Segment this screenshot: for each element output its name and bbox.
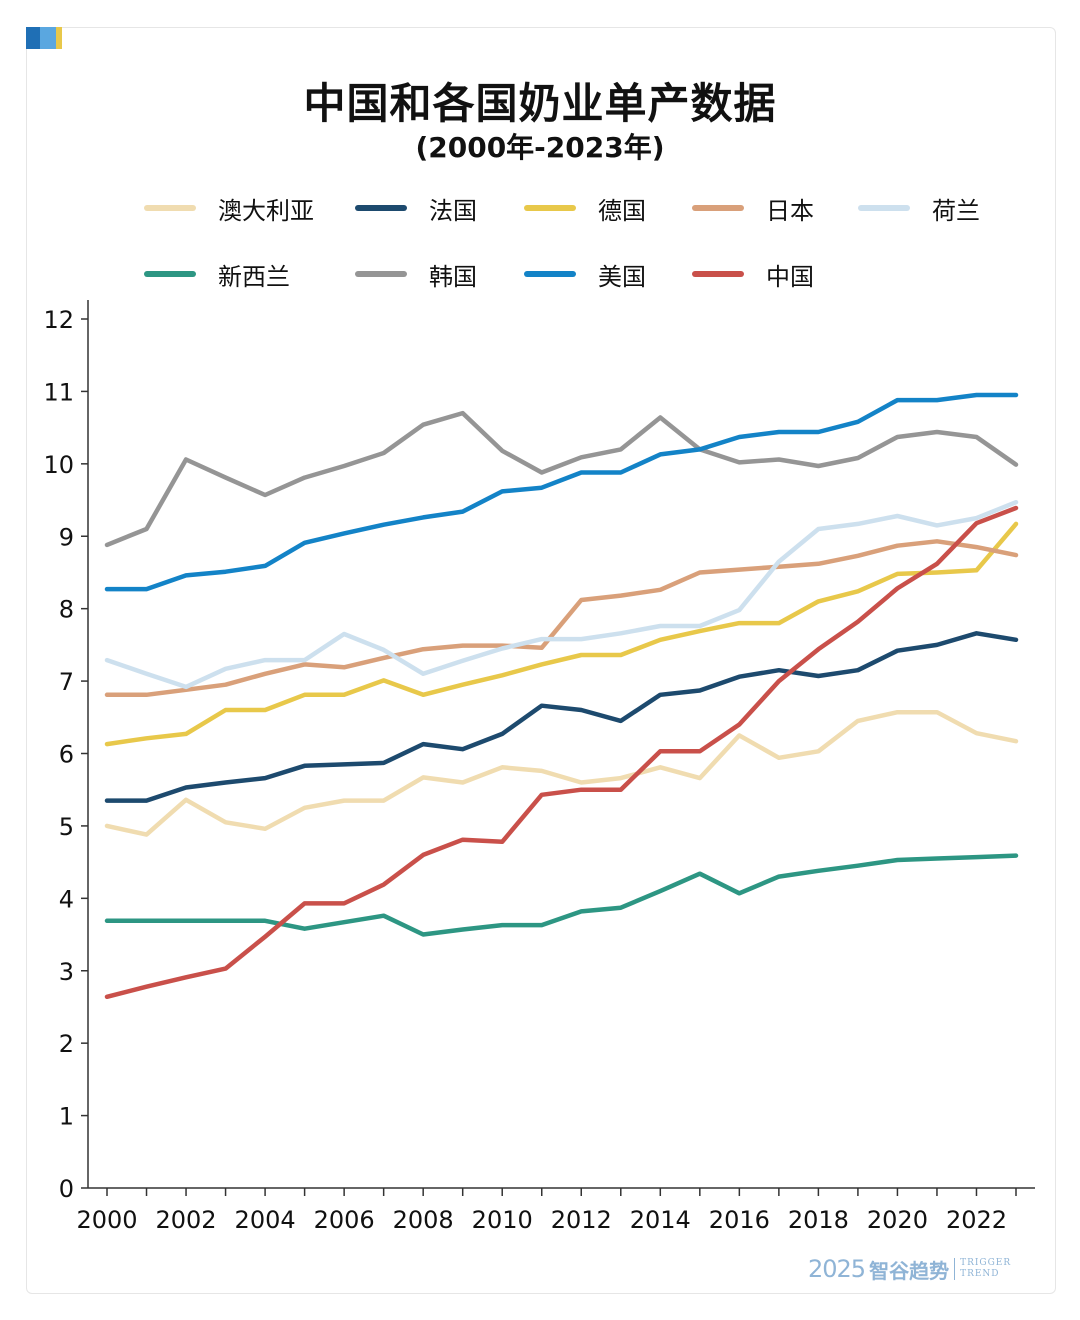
legend-swatch — [144, 271, 196, 277]
y-tick-label: 0 — [59, 1175, 74, 1203]
y-tick-label: 12 — [43, 306, 74, 334]
legend-swatch — [355, 271, 407, 277]
watermark-en-line2: TREND — [960, 1269, 1000, 1279]
y-tick-label: 11 — [43, 378, 74, 406]
legend-swatch — [524, 205, 576, 211]
corner-bar-1 — [26, 27, 40, 49]
y-tick-label: 6 — [59, 741, 74, 769]
x-tick-label: 2018 — [788, 1206, 849, 1234]
y-tick-label: 1 — [59, 1103, 74, 1131]
x-tick-label: 2012 — [551, 1206, 612, 1234]
series-line-7 — [104, 392, 1019, 592]
x-tick-label: 2004 — [235, 1206, 296, 1234]
chart-card — [26, 27, 1056, 1294]
x-tick-label: 2000 — [76, 1206, 137, 1234]
legend-swatch — [524, 271, 576, 277]
y-tick-label: 7 — [59, 668, 74, 696]
legend-swatch — [692, 271, 744, 277]
corner-decoration — [26, 27, 62, 49]
x-tick-label: 2008 — [393, 1206, 454, 1234]
legend-swatch — [692, 205, 744, 211]
legend-item-usa[interactable]: 美国 — [524, 259, 646, 291]
series-line-4 — [104, 499, 1019, 690]
legend-item-korea[interactable]: 韩国 — [355, 259, 477, 291]
legend-label: 德国 — [598, 196, 646, 225]
watermark-year: 2025 — [808, 1255, 866, 1283]
chart-subtitle: (2000年-2023年) — [415, 131, 665, 164]
x-tick-label: 2010 — [472, 1206, 533, 1234]
series-line-2 — [104, 521, 1019, 747]
legend-swatch — [858, 205, 910, 211]
legend-label: 中国 — [766, 262, 814, 291]
series-line-6 — [104, 410, 1019, 548]
legend-item-netherlands[interactable]: 荷兰 — [858, 193, 980, 225]
x-tick-label: 2016 — [709, 1206, 770, 1234]
x-tick-label: 2006 — [314, 1206, 375, 1234]
x-tick-label: 2020 — [867, 1206, 928, 1234]
legend-label: 日本 — [766, 196, 814, 225]
x-tick-label: 2014 — [630, 1206, 691, 1234]
x-tick-label: 2002 — [156, 1206, 217, 1234]
legend-swatch — [144, 205, 196, 211]
series-line-8 — [104, 505, 1019, 1000]
legend-swatch — [355, 205, 407, 211]
legend-label: 澳大利亚 — [218, 196, 314, 225]
legend-label: 法国 — [429, 196, 477, 225]
legend-label: 新西兰 — [218, 262, 290, 291]
legend-item-france[interactable]: 法国 — [355, 193, 477, 225]
corner-bar-3 — [56, 27, 62, 49]
y-tick-label: 9 — [59, 523, 74, 551]
legend-label: 荷兰 — [932, 196, 980, 225]
y-tick-label: 2 — [59, 1030, 74, 1058]
chart-title: 中国和各国奶业单产数据 — [303, 79, 777, 128]
legend-item-japan[interactable]: 日本 — [692, 193, 814, 225]
y-tick-label: 8 — [59, 596, 74, 624]
legend-item-australia[interactable]: 澳大利亚 — [144, 193, 314, 225]
series-line-1 — [104, 631, 1019, 803]
series-line-5 — [104, 853, 1019, 937]
y-tick-label: 10 — [43, 451, 74, 479]
x-tick-label: 2022 — [946, 1206, 1007, 1234]
watermark-divider — [954, 1258, 956, 1280]
watermark-brand: 智谷趋势 — [869, 1258, 950, 1283]
watermark-english: TRIGGER TREND — [960, 1258, 1011, 1280]
series-layer — [104, 392, 1019, 1000]
corner-bar-2 — [40, 27, 56, 49]
y-tick-label: 4 — [59, 885, 74, 913]
watermark: 2025 智谷趋势 TRIGGER TREND — [808, 1254, 1011, 1284]
series-line-0 — [104, 709, 1019, 837]
series-line-3 — [104, 539, 1019, 698]
y-tick-label: 5 — [59, 813, 74, 841]
y-tick-label: 3 — [59, 958, 74, 986]
legend-item-china[interactable]: 中国 — [692, 259, 814, 291]
legend-item-germany[interactable]: 德国 — [524, 193, 646, 225]
legend-item-new-zealand[interactable]: 新西兰 — [144, 259, 290, 291]
legend-label: 美国 — [598, 262, 646, 291]
watermark-en-line1: TRIGGER — [960, 1258, 1012, 1268]
legend-label: 韩国 — [429, 262, 477, 291]
